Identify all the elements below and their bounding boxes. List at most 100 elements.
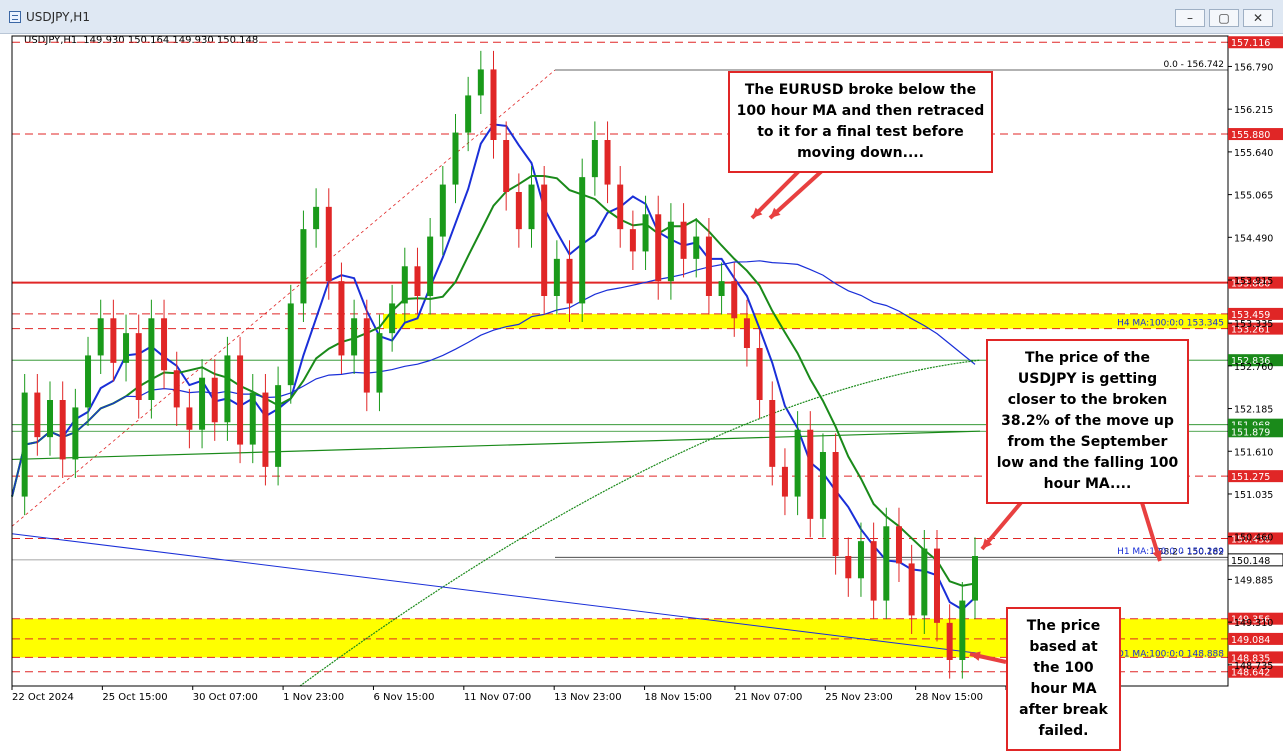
candle-body	[731, 281, 738, 319]
arrow-usdjpy-ma-head	[982, 538, 993, 549]
candle-body	[870, 541, 877, 601]
price-tick-label: 151.035	[1234, 490, 1273, 501]
candle-body	[287, 303, 294, 386]
candle-body	[617, 184, 624, 230]
yellow-zone	[383, 313, 1228, 329]
candle-body	[21, 392, 28, 497]
ma-label: D1 MA:100:0:0 148.888	[1117, 649, 1224, 659]
candle-body	[34, 392, 41, 438]
minimize-button[interactable]: –	[1175, 9, 1205, 27]
candle-body	[946, 622, 953, 660]
arrow-eurusd-1-head	[752, 207, 763, 218]
level-price-label: 151.275	[1231, 472, 1270, 483]
callout-eurusd: The EURUSD broke below the 100 hour MA a…	[728, 71, 993, 173]
price-tick-label: 150.460	[1234, 533, 1273, 544]
candle-body	[211, 377, 218, 423]
candle-body	[566, 258, 573, 304]
candle-body	[465, 95, 472, 133]
fibonacci-levels: 0.0 - 156.742 38.2 - 150.182	[11, 60, 1228, 558]
candle-body	[439, 184, 446, 237]
candle-body	[541, 184, 548, 296]
time-tick-label: 18 Nov 15:00	[645, 692, 712, 703]
candle-body	[908, 563, 915, 616]
hourly-ma-line	[11, 123, 976, 611]
callout-price-based: The price based at the 100 hour MA after…	[1006, 607, 1121, 751]
candle-body	[389, 303, 396, 334]
candle-body	[427, 236, 434, 296]
candle-body	[959, 600, 966, 660]
candle-body	[351, 318, 358, 356]
level-price-tag	[1228, 651, 1283, 664]
time-tick-label: 11 Nov 07:00	[464, 692, 531, 703]
candle-body	[515, 192, 522, 230]
candle-body	[591, 140, 598, 178]
time-tick-label: 1 Nov 23:00	[283, 692, 344, 703]
candle-body	[275, 385, 282, 467]
arrow-eurusd-2-head	[770, 207, 781, 218]
chart-window-icon	[9, 11, 21, 23]
time-tick-label: 6 Nov 15:00	[373, 692, 434, 703]
green-flat-ma-line	[11, 430, 981, 461]
level-price-label: 148.835	[1231, 653, 1270, 664]
candle-body	[794, 429, 801, 497]
time-tick-label: 30 Oct 07:00	[193, 692, 258, 703]
price-tick-label: 149.885	[1234, 575, 1273, 586]
price-tick-label: 156.790	[1234, 62, 1273, 73]
time-tick-label: 21 Nov 07:00	[735, 692, 802, 703]
level-price-tag	[1228, 307, 1283, 320]
ma-label: H1 MA:100:0:0 150.269	[1117, 547, 1224, 557]
price-tick-label: 155.065	[1234, 191, 1273, 202]
level-price-tag	[1228, 276, 1283, 289]
d1-ma-line	[11, 533, 981, 654]
time-tick-label: 25 Oct 15:00	[102, 692, 167, 703]
ohlc-readout: USDJPY,H1 149.930 150.164 149.930 150.148	[24, 35, 258, 46]
candle-body	[148, 318, 155, 400]
candle-body	[325, 206, 332, 282]
ma-label: H4 MA:100:0:0 153.345	[1117, 318, 1224, 328]
candle-body	[237, 355, 244, 445]
candle-body	[173, 370, 180, 408]
candle-body	[135, 333, 142, 400]
price-axis: 157.116 155.880 153.880 153.459 153.261 152.8…	[11, 35, 1283, 687]
level-price-label: 153.880	[1231, 279, 1270, 290]
price-tick-label: 151.610	[1234, 447, 1273, 458]
candle-body	[718, 281, 725, 296]
candle-body	[642, 214, 649, 252]
price-tick-label: 149.310	[1234, 618, 1273, 629]
maximize-button[interactable]: ▢	[1209, 9, 1239, 27]
time-axis: 22 Oct 2024 25 Oct 15:00 30 Oct 07:00 1 Nov…	[11, 686, 1067, 703]
window-title: USDJPY,H1	[26, 10, 90, 24]
candle-body	[490, 69, 497, 140]
level-price-tag	[1228, 354, 1283, 367]
moving-averages: H1 MA:100:0:0 150.269 H4 MA:100:0:0 153.3…	[11, 123, 1224, 687]
candle-body	[186, 407, 193, 430]
level-price-tag	[1228, 632, 1283, 645]
candle-body	[224, 355, 231, 423]
level-price-label: 150.148	[1231, 556, 1270, 567]
level-price-tag	[1228, 665, 1283, 678]
time-tick-label: 22 Oct 2024	[12, 692, 74, 703]
ohlc-symbol: USDJPY,H1	[24, 35, 78, 46]
candle-body	[857, 541, 864, 579]
candle-body	[528, 184, 535, 230]
price-tick-label: 156.215	[1234, 105, 1273, 116]
candle-body	[579, 177, 586, 304]
ohlc-values: 149.930 150.164 149.930 150.148	[83, 35, 259, 46]
candle-body	[895, 526, 902, 564]
candle-body	[680, 221, 687, 259]
candle-body	[604, 140, 611, 185]
price-tick-label: 153.915	[1234, 276, 1273, 287]
candle-body	[452, 132, 459, 185]
candle-body	[363, 318, 370, 393]
level-price-tag	[1228, 36, 1283, 49]
close-button[interactable]: ✕	[1243, 9, 1273, 27]
callout-usdjpy: The price of the USDJPY is getting close…	[986, 339, 1189, 504]
candle-body	[72, 407, 79, 460]
candle-body	[199, 377, 206, 430]
candle-body	[249, 392, 256, 445]
candle-body	[883, 526, 890, 601]
candle-body	[705, 236, 712, 296]
level-price-tag	[1228, 128, 1283, 141]
arrow-price-based-head	[970, 651, 981, 661]
candle-body	[693, 236, 700, 259]
